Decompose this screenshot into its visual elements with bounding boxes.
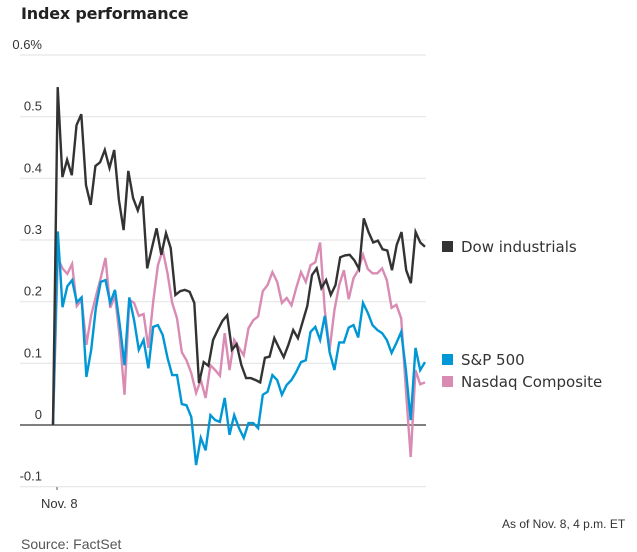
y-tick-label: 0 bbox=[35, 407, 42, 422]
y-tick-label: 0.1 bbox=[24, 345, 42, 360]
as-of-note: As of Nov. 8, 4 p.m. ET bbox=[502, 517, 626, 531]
legend-label: S&P 500 bbox=[461, 351, 525, 369]
legend-swatch bbox=[442, 241, 453, 252]
legend-label: Nasdaq Composite bbox=[461, 373, 602, 391]
x-tick-label: Nov. 8 bbox=[41, 496, 78, 511]
y-tick-label: 0.6% bbox=[12, 37, 42, 52]
x-axis: Nov. 8 bbox=[41, 487, 78, 511]
y-tick-label: 0.3 bbox=[24, 222, 42, 237]
legend-item: S&P 500 bbox=[442, 351, 525, 369]
y-tick-label: -0.1 bbox=[20, 469, 42, 484]
y-tick-label: 0.2 bbox=[24, 284, 42, 299]
gridlines bbox=[20, 54, 426, 488]
source-note: Source: FactSet bbox=[21, 536, 122, 552]
chart-title: Index performance bbox=[21, 4, 189, 23]
legend-item: Nasdaq Composite bbox=[442, 373, 602, 391]
legend-swatch bbox=[442, 354, 453, 365]
legend-swatch bbox=[442, 376, 453, 387]
legend-label: Dow industrials bbox=[461, 238, 577, 256]
legend-item: Dow industrials bbox=[442, 238, 577, 256]
y-tick-label: 0.4 bbox=[24, 160, 42, 175]
y-tick-label: 0.5 bbox=[24, 99, 42, 114]
legend: Dow industrials S&P 500 Nasdaq Composite bbox=[442, 238, 602, 391]
series-lines bbox=[51, 87, 427, 466]
y-axis-tick-labels: -0.1 0 0.1 0.2 0.3 0.4 0.5 0.6% bbox=[12, 37, 42, 484]
series-line-s-p-500 bbox=[51, 231, 427, 466]
series-line-dow-industrials bbox=[51, 87, 426, 426]
